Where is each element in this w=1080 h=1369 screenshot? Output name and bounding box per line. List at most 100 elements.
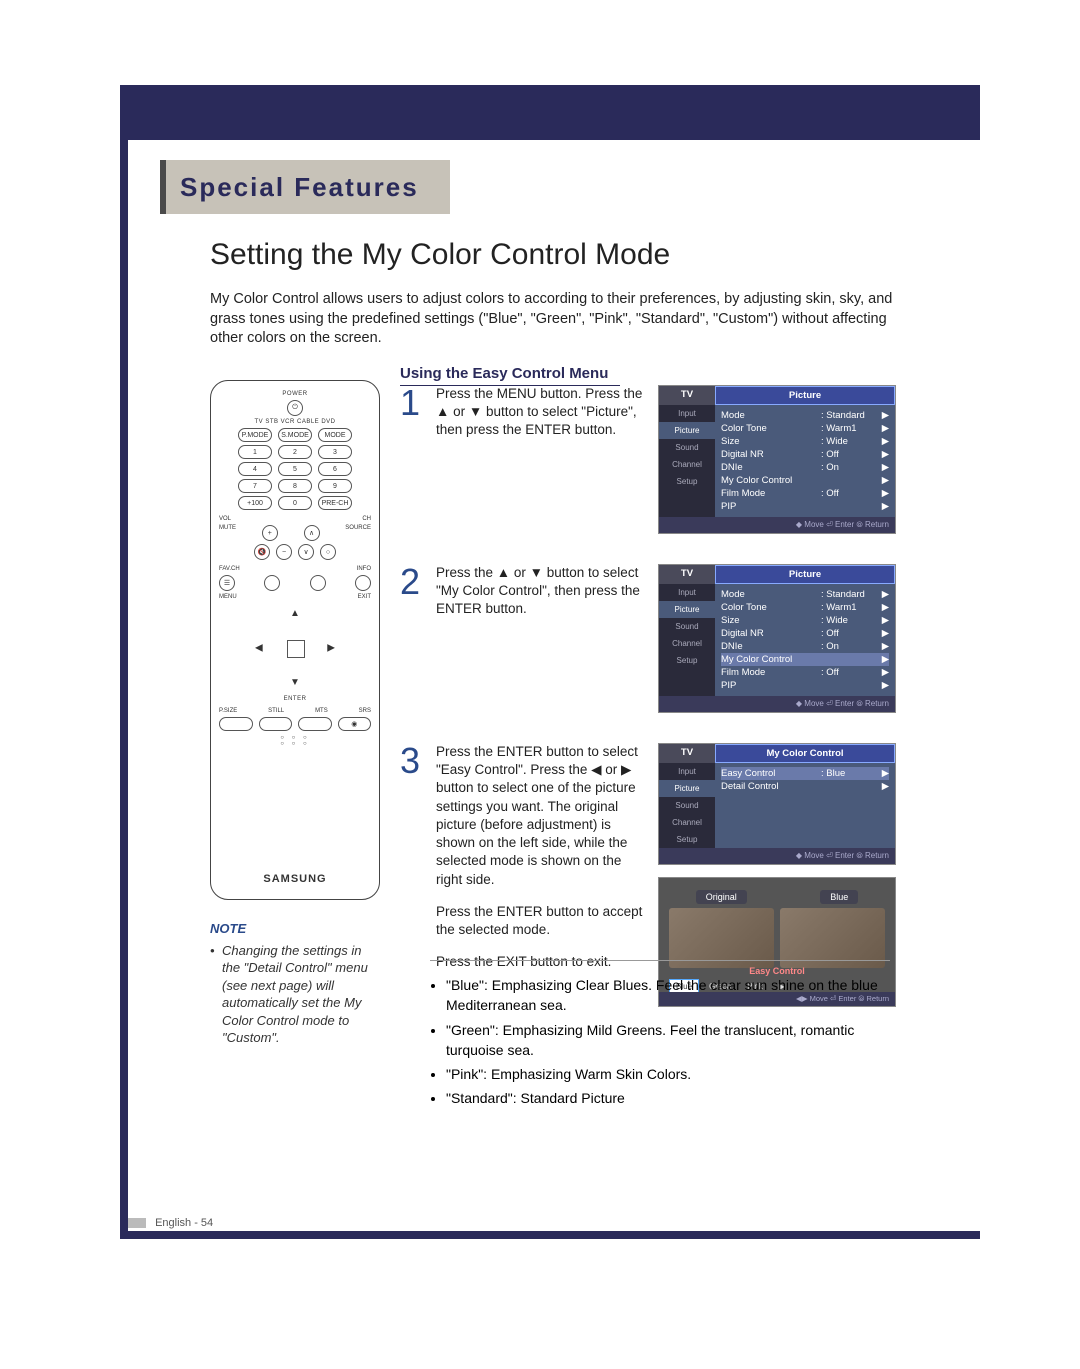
osd-row-label: DNIe	[721, 641, 821, 652]
osd-row: Film Mode: Off▶	[721, 487, 889, 500]
osd-row-label: Mode	[721, 589, 821, 600]
numpad: 123 456 789 +100 0 PRE-CH	[219, 445, 371, 510]
info-button[interactable]	[310, 575, 326, 591]
source-button[interactable]: ○	[320, 544, 336, 560]
enter-button[interactable]	[287, 640, 305, 658]
osd-nav-input: Input	[659, 405, 715, 422]
preview-adjusted-image	[780, 908, 885, 968]
source-label: SOURCE	[345, 525, 371, 541]
description-item: "Blue": Emphasizing Clear Blues. Feel th…	[446, 975, 890, 1016]
numpad-2[interactable]: 2	[278, 445, 312, 459]
osd-nav-picture: Picture	[659, 422, 715, 439]
osd-nav-setup: Setup	[659, 652, 715, 669]
osd-row: PIP▶	[721, 679, 889, 692]
info-label: INFO	[357, 566, 371, 572]
numpad-8[interactable]: 8	[278, 479, 312, 493]
numpad-4[interactable]: 4	[238, 462, 272, 476]
arrow-right-icon: ▶	[881, 488, 889, 499]
arrow-right-icon: ▶	[881, 410, 889, 421]
dpad-up-icon[interactable]: ▲	[290, 608, 300, 619]
numpad-+100[interactable]: +100	[238, 496, 272, 510]
numpad-3[interactable]: 3	[318, 445, 352, 459]
srs-button[interactable]: ◉	[338, 717, 372, 731]
smode-button[interactable]: S.MODE	[278, 428, 312, 442]
osd-footer: ◆ Move ⏎ Enter ⦾ Return	[659, 696, 895, 712]
ch-rocker[interactable]: ∧	[304, 525, 320, 541]
osd-row: Size: Wide▶	[721, 435, 889, 448]
pmode-button[interactable]: P.MODE	[238, 428, 272, 442]
osd-row-value: : Wide	[821, 436, 881, 447]
osd-row-value: : Off	[821, 449, 881, 460]
dpad[interactable]: ▲ ▼ ◀ ▶	[255, 608, 335, 688]
osd-row: Mode: Standard▶	[721, 409, 889, 422]
osd-row: Color Tone: Warm1▶	[721, 422, 889, 435]
page-footer-text: English - 54	[155, 1217, 213, 1229]
psize-button[interactable]	[219, 717, 253, 731]
numpad-9[interactable]: 9	[318, 479, 352, 493]
osd-row-label: Easy Control	[721, 768, 821, 779]
osd-row: Digital NR: Off▶	[721, 448, 889, 461]
top-band	[120, 85, 980, 140]
enter-label: ENTER	[219, 696, 371, 702]
osd-nav-input: Input	[659, 763, 715, 780]
osd-row-label: Film Mode	[721, 667, 821, 678]
remote-power-label: POWER	[219, 391, 371, 397]
osd-screenshot: TVMy Color ControlInputPictureSoundChann…	[658, 743, 896, 865]
numpad-0[interactable]: 0	[278, 496, 312, 510]
numpad-PRE-CH[interactable]: PRE-CH	[318, 496, 352, 510]
osd-row-label: Color Tone	[721, 602, 821, 613]
dpad-down-icon[interactable]: ▼	[290, 677, 300, 688]
osd-row-label: Size	[721, 615, 821, 626]
arrow-right-icon: ▶	[881, 602, 889, 613]
osd-nav-setup: Setup	[659, 473, 715, 490]
osd-footer: ◆ Move ⏎ Enter ⦾ Return	[659, 848, 895, 864]
arrow-right-icon: ▶	[881, 680, 889, 691]
exit-button[interactable]	[355, 575, 371, 591]
arrow-right-icon: ▶	[881, 436, 889, 447]
osd-tv-label: TV	[659, 565, 715, 584]
still-label: STILL	[268, 708, 284, 714]
dpad-right-icon[interactable]: ▶	[327, 643, 335, 654]
osd-screenshot: TVPictureInputPictureSoundChannelSetupMo…	[658, 564, 896, 713]
arrow-right-icon: ▶	[881, 475, 889, 486]
arrow-right-icon: ▶	[881, 423, 889, 434]
srs-label: SRS	[359, 708, 371, 714]
power-button[interactable]: ⏻	[287, 400, 303, 416]
osd-row: Digital NR: Off▶	[721, 627, 889, 640]
osd-row-value: : Warm1	[821, 602, 881, 613]
menu-button[interactable]: ☰	[219, 575, 235, 591]
vol-down[interactable]: −	[276, 544, 292, 560]
step-number: 2	[400, 564, 426, 713]
osd-row: Detail Control▶	[721, 780, 889, 793]
ch-label: CH	[362, 516, 371, 522]
description-item: "Pink": Emphasizing Warm Skin Colors.	[446, 1064, 890, 1084]
note-block: NOTE Changing the settings in the "Detai…	[210, 920, 380, 1047]
mts-button[interactable]	[298, 717, 332, 731]
still-button[interactable]	[259, 717, 293, 731]
osd-nav-sound: Sound	[659, 797, 715, 814]
dpad-left-icon[interactable]: ◀	[255, 643, 263, 654]
mute-button[interactable]: 🔇	[254, 544, 270, 560]
step-text: Press the MENU button. Press the ▲ or ▼ …	[436, 385, 646, 534]
numpad-7[interactable]: 7	[238, 479, 272, 493]
numpad-6[interactable]: 6	[318, 462, 352, 476]
osd-screenshot: TVPictureInputPictureSoundChannelSetupMo…	[658, 385, 896, 534]
osd-menu-title: Picture	[715, 386, 895, 405]
osd-row-label: Color Tone	[721, 423, 821, 434]
osd-row-value: : On	[821, 462, 881, 473]
step-number: 1	[400, 385, 426, 534]
vol-rocker[interactable]: +	[262, 525, 278, 541]
numpad-5[interactable]: 5	[278, 462, 312, 476]
osd-row: Size: Wide▶	[721, 614, 889, 627]
step-1: 1Press the MENU button. Press the ▲ or ▼…	[400, 385, 875, 534]
favch-button[interactable]	[264, 575, 280, 591]
mts-label: MTS	[315, 708, 328, 714]
favch-label: FAV.CH	[219, 566, 240, 572]
osd-row-label: My Color Control	[721, 654, 821, 665]
osd-row-label: Digital NR	[721, 449, 821, 460]
manual-page: Special Features Setting the My Color Co…	[0, 0, 1080, 1369]
osd-row-label: Film Mode	[721, 488, 821, 499]
ch-down[interactable]: ∨	[298, 544, 314, 560]
numpad-1[interactable]: 1	[238, 445, 272, 459]
mode-button[interactable]: MODE	[318, 428, 352, 442]
